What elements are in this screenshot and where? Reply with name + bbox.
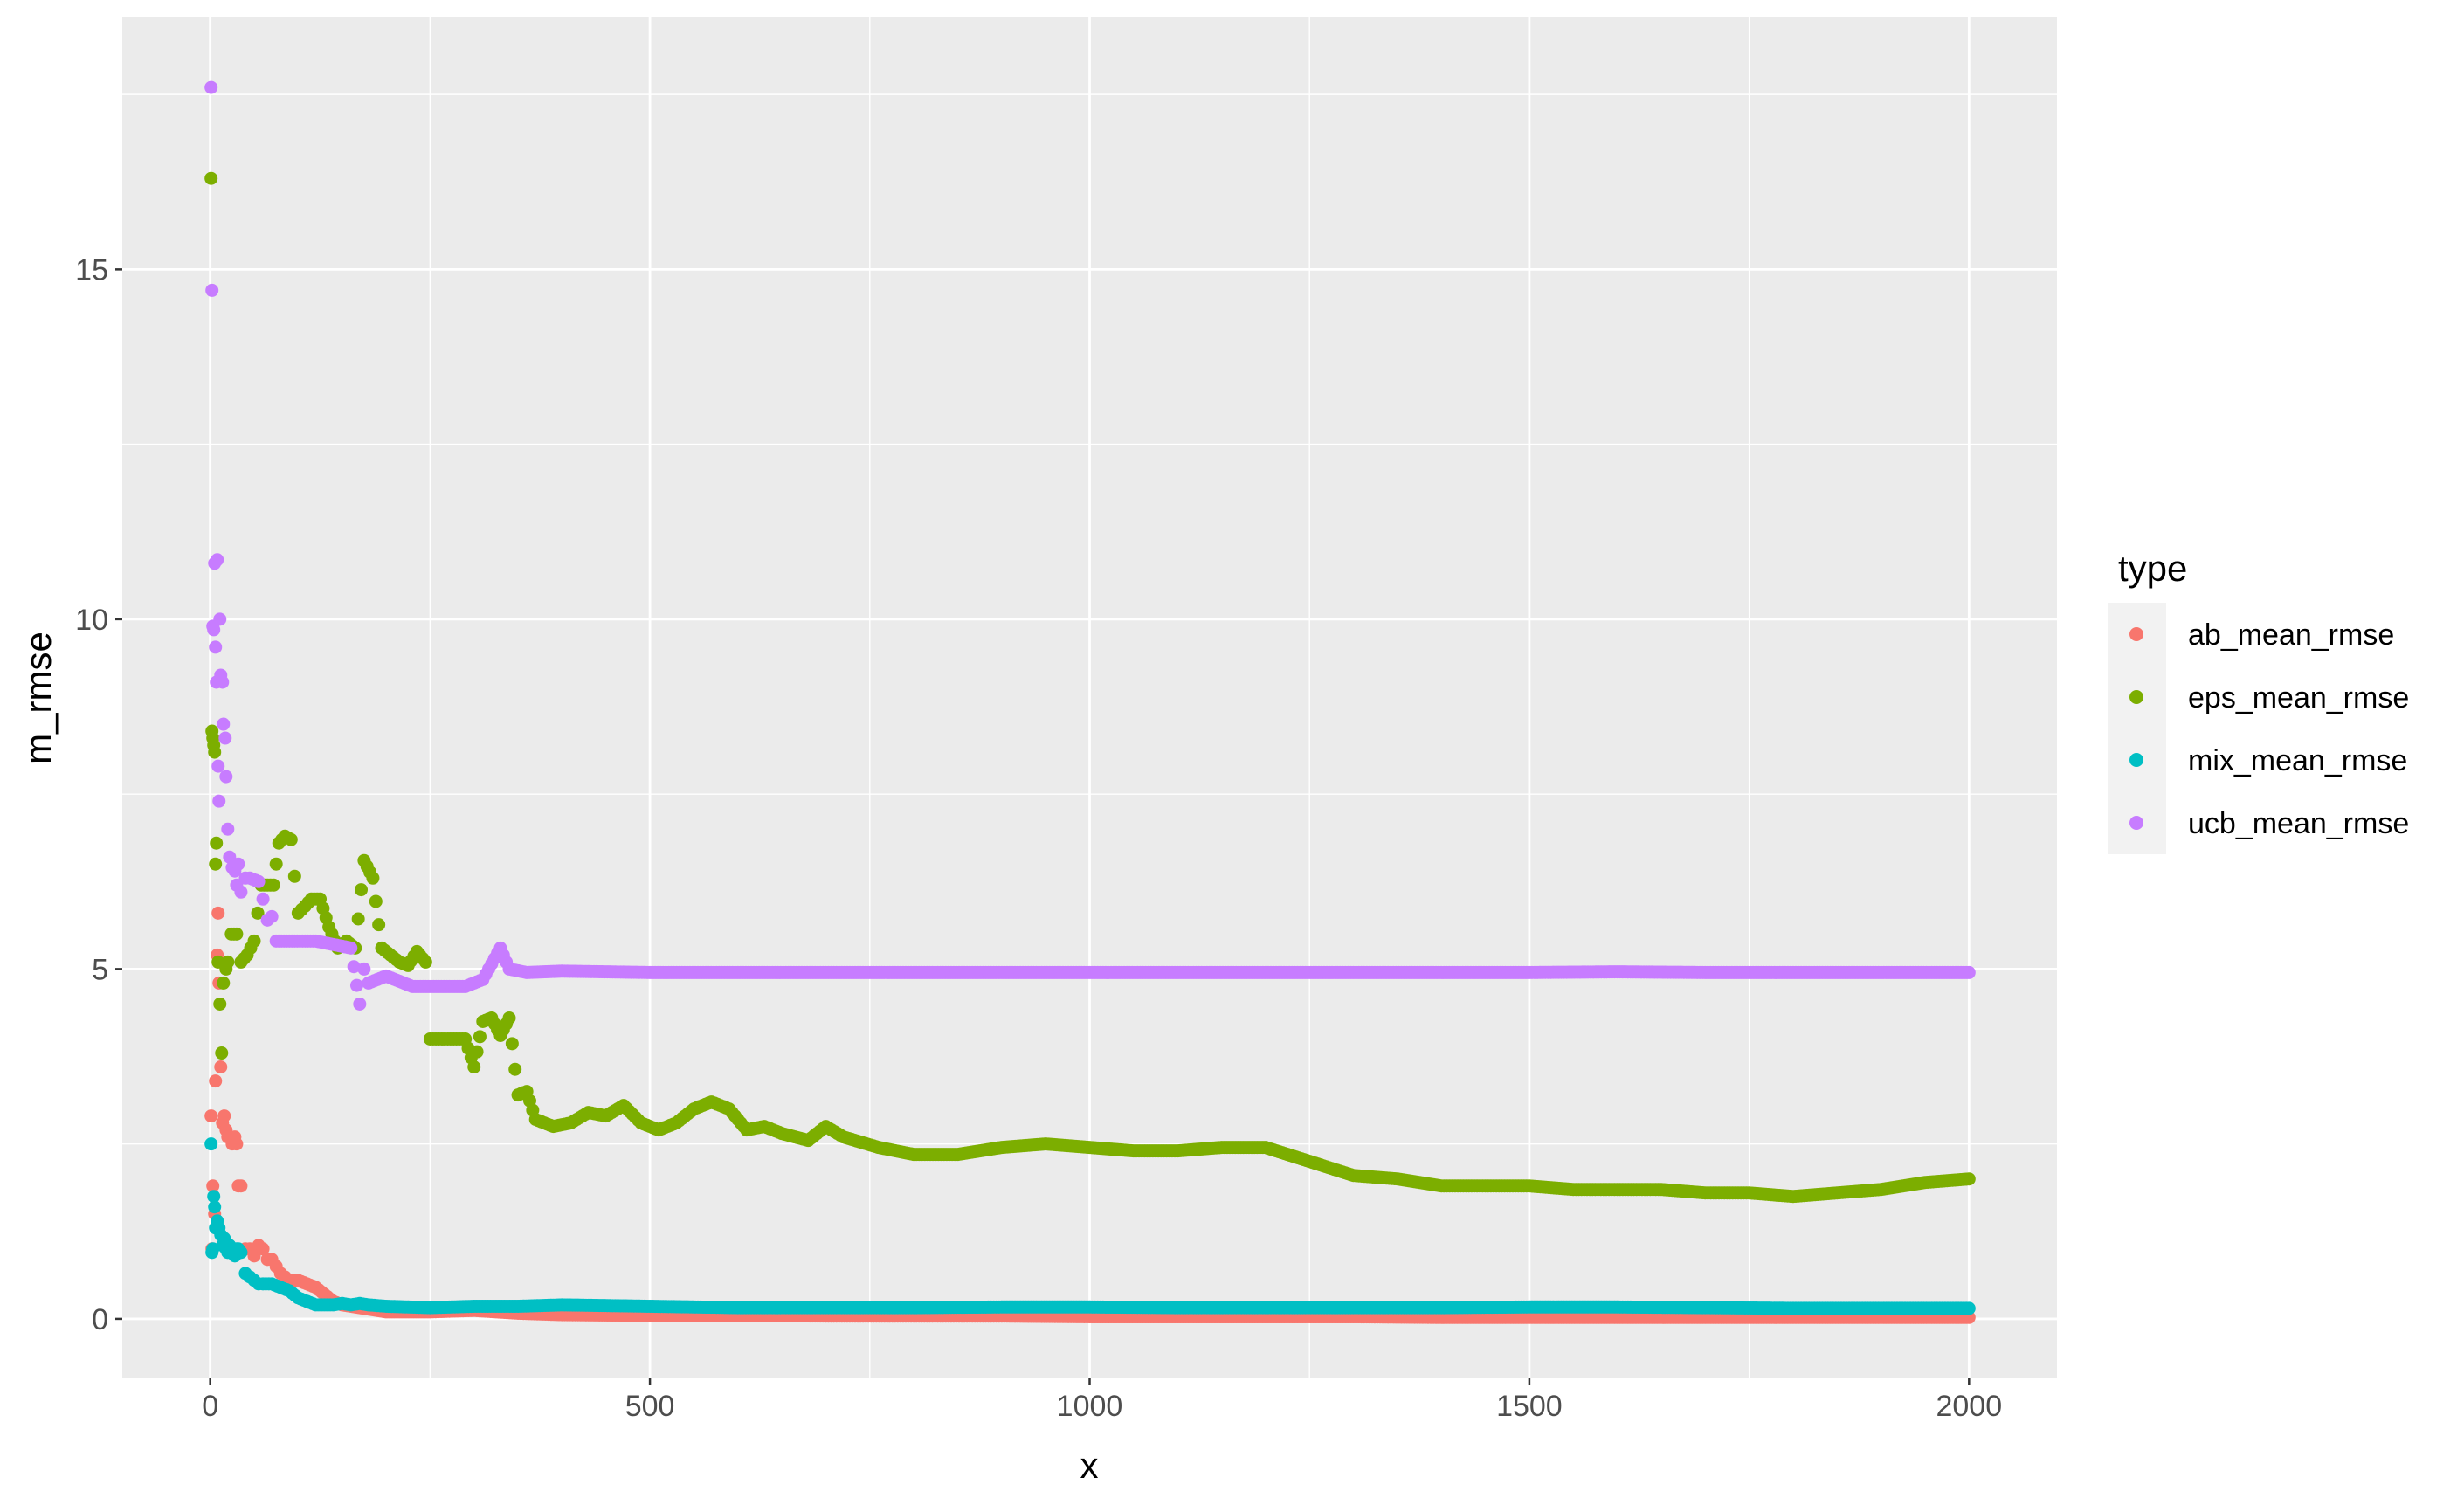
legend-items: ab_mean_rmse eps_mean_rmse mix_mean_rmseuc… bbox=[2108, 603, 2409, 854]
legend-marker bbox=[2129, 690, 2143, 704]
y-tick-label: 10 bbox=[75, 604, 108, 637]
legend-label: eps_mean_rmse bbox=[2188, 681, 2409, 714]
legend-marker bbox=[2129, 753, 2143, 767]
data-point bbox=[353, 997, 367, 1011]
y-tick-label: 5 bbox=[92, 953, 108, 986]
data-point bbox=[351, 912, 365, 926]
y-tick-label: 0 bbox=[92, 1303, 108, 1336]
data-point bbox=[213, 997, 227, 1011]
legend: type ab_mean_rmse eps_mean_rmse mix_mean_r… bbox=[2108, 548, 2409, 854]
series-mix_mean_rmse bbox=[204, 1137, 1976, 1315]
data-point bbox=[287, 869, 301, 883]
data-point bbox=[467, 1060, 481, 1074]
x-tick-label: 1000 bbox=[1057, 1390, 1123, 1423]
data-point bbox=[247, 934, 261, 948]
data-point bbox=[211, 906, 225, 920]
data-point bbox=[221, 822, 235, 836]
data-point bbox=[209, 640, 223, 654]
data-point bbox=[418, 955, 432, 969]
x-axis-title: x bbox=[1080, 1445, 1099, 1486]
data-point bbox=[266, 878, 280, 892]
x-axis-ticks: 0 500 1000 1500 2000 bbox=[202, 1378, 2002, 1423]
data-point bbox=[208, 745, 222, 759]
data-point bbox=[284, 832, 298, 846]
data-point bbox=[215, 1046, 229, 1060]
data-point bbox=[219, 770, 233, 784]
data-point bbox=[209, 857, 223, 871]
data-point bbox=[1962, 965, 1976, 979]
data-point bbox=[204, 80, 218, 94]
data-point bbox=[218, 731, 232, 745]
data-point bbox=[211, 759, 225, 773]
data-point bbox=[1962, 1172, 1976, 1186]
data-point bbox=[234, 1246, 248, 1260]
data-point bbox=[221, 955, 235, 969]
data-point bbox=[208, 1200, 222, 1214]
y-axis-ticks: 0 5 10 15 bbox=[75, 253, 122, 1336]
data-point bbox=[204, 1137, 218, 1151]
data-point bbox=[256, 892, 270, 906]
data-point bbox=[217, 1109, 231, 1123]
x-tick-label: 2000 bbox=[1936, 1390, 2002, 1423]
data-point bbox=[209, 1074, 223, 1088]
series-eps_mean_rmse bbox=[204, 171, 1976, 1204]
data-point bbox=[344, 941, 358, 955]
x-tick-label: 500 bbox=[625, 1390, 675, 1423]
data-point bbox=[204, 171, 218, 185]
data-point bbox=[206, 1179, 220, 1193]
data-point bbox=[473, 1030, 487, 1044]
legend-marker bbox=[2129, 627, 2143, 641]
data-points bbox=[204, 80, 1976, 1324]
data-point bbox=[210, 836, 224, 850]
series-ucb_mean_rmse bbox=[204, 80, 1976, 1011]
data-point bbox=[212, 794, 226, 808]
data-point bbox=[216, 675, 230, 689]
x-tick-label: 1500 bbox=[1496, 1390, 1563, 1423]
data-point bbox=[256, 1242, 270, 1256]
data-point bbox=[207, 1190, 221, 1204]
data-point bbox=[217, 976, 231, 990]
data-point bbox=[502, 1011, 516, 1025]
data-point bbox=[252, 874, 266, 888]
data-point bbox=[505, 1037, 519, 1051]
data-point bbox=[205, 283, 219, 297]
data-point bbox=[234, 1179, 248, 1193]
data-point bbox=[230, 927, 244, 941]
data-point bbox=[230, 1137, 244, 1151]
data-point bbox=[211, 553, 224, 567]
data-point bbox=[213, 612, 227, 626]
data-point bbox=[247, 1249, 261, 1263]
data-point bbox=[204, 1109, 218, 1123]
legend-label: mix_mean_rmse bbox=[2188, 744, 2407, 777]
x-tick-label: 0 bbox=[202, 1390, 218, 1423]
data-point bbox=[357, 962, 371, 976]
data-point bbox=[265, 909, 279, 923]
data-point bbox=[355, 883, 369, 897]
data-point bbox=[207, 623, 221, 637]
y-axis-title: m_rmse bbox=[17, 632, 59, 764]
data-point bbox=[214, 1060, 228, 1074]
legend-title: type bbox=[2118, 548, 2187, 589]
data-point bbox=[470, 1045, 484, 1059]
data-point bbox=[366, 871, 380, 885]
data-point bbox=[349, 978, 363, 992]
data-point bbox=[369, 894, 383, 908]
data-point bbox=[217, 717, 231, 731]
legend-marker bbox=[2129, 816, 2143, 830]
data-point bbox=[223, 850, 237, 864]
legend-label: ab_mean_rmse bbox=[2188, 618, 2394, 652]
data-point bbox=[372, 918, 386, 932]
data-point bbox=[1962, 1301, 1976, 1315]
y-tick-label: 15 bbox=[75, 253, 108, 286]
data-point bbox=[347, 960, 361, 974]
data-point bbox=[508, 1062, 522, 1076]
data-point bbox=[269, 857, 283, 871]
data-point bbox=[251, 906, 265, 920]
legend-label: ucb_mean_rmse bbox=[2188, 807, 2409, 840]
data-point bbox=[234, 885, 248, 899]
data-point bbox=[231, 857, 245, 871]
